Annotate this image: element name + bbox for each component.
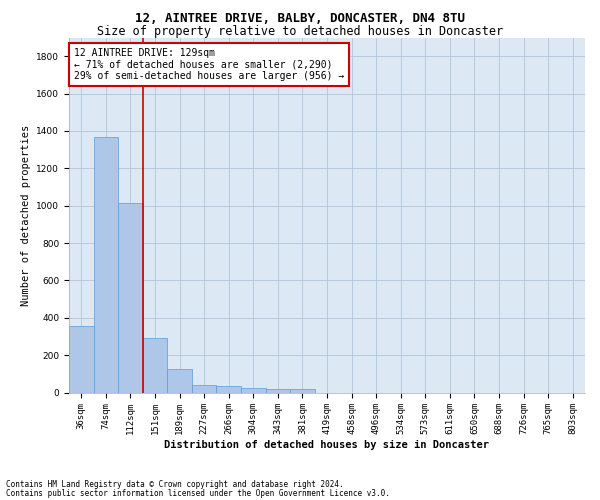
Bar xyxy=(118,203,143,392)
Text: Size of property relative to detached houses in Doncaster: Size of property relative to detached ho… xyxy=(97,25,503,38)
Text: Contains public sector information licensed under the Open Government Licence v3: Contains public sector information licen… xyxy=(6,488,390,498)
Text: Contains HM Land Registry data © Crown copyright and database right 2024.: Contains HM Land Registry data © Crown c… xyxy=(6,480,344,489)
X-axis label: Distribution of detached houses by size in Doncaster: Distribution of detached houses by size … xyxy=(164,440,490,450)
Bar xyxy=(266,389,290,392)
Text: 12, AINTREE DRIVE, BALBY, DONCASTER, DN4 8TU: 12, AINTREE DRIVE, BALBY, DONCASTER, DN4… xyxy=(135,12,465,26)
Bar xyxy=(217,386,241,392)
Bar xyxy=(94,138,118,392)
Bar xyxy=(241,388,266,392)
Text: 12 AINTREE DRIVE: 129sqm
← 71% of detached houses are smaller (2,290)
29% of sem: 12 AINTREE DRIVE: 129sqm ← 71% of detach… xyxy=(74,48,344,82)
Bar xyxy=(290,389,315,392)
Bar xyxy=(192,384,217,392)
Bar xyxy=(167,369,192,392)
Bar xyxy=(69,326,94,392)
Y-axis label: Number of detached properties: Number of detached properties xyxy=(21,124,31,306)
Bar xyxy=(143,338,167,392)
